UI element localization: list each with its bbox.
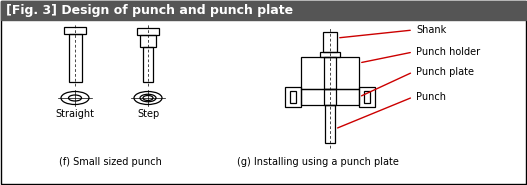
Bar (324, 57, 336, 89)
Bar (69, 34, 82, 82)
Text: Step: Step (137, 109, 159, 119)
Text: Shank: Shank (416, 25, 446, 35)
Bar (1, 1, 526, 20)
Text: Punch: Punch (416, 92, 446, 102)
Bar (320, 52, 340, 57)
Bar (137, 28, 159, 35)
Bar (324, 89, 336, 105)
Bar (301, 89, 359, 105)
Bar (140, 35, 156, 47)
Bar (323, 32, 337, 52)
Text: [Fig. 3] Design of punch and punch plate: [Fig. 3] Design of punch and punch plate (6, 4, 293, 17)
Text: Punch plate: Punch plate (416, 67, 474, 77)
Bar (290, 91, 296, 103)
Text: (g) Installing using a punch plate: (g) Installing using a punch plate (237, 157, 399, 167)
Bar (359, 87, 375, 107)
Bar (364, 91, 370, 103)
Text: (f) Small sized punch: (f) Small sized punch (58, 157, 161, 167)
Text: Punch holder: Punch holder (416, 47, 480, 57)
Bar (285, 87, 301, 107)
Bar (325, 105, 335, 143)
Bar (301, 57, 359, 89)
Bar (143, 47, 153, 82)
Text: Straight: Straight (55, 109, 94, 119)
Bar (64, 27, 86, 34)
